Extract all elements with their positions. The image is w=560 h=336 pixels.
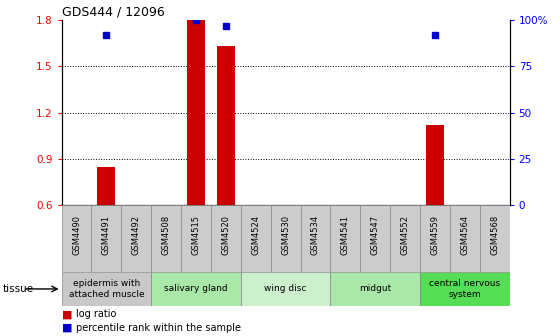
Text: log ratio: log ratio — [76, 309, 116, 319]
Text: tissue: tissue — [3, 284, 34, 294]
Bar — [480, 205, 510, 272]
Bar — [187, 20, 205, 205]
Bar — [241, 272, 330, 306]
Text: GSM4491: GSM4491 — [102, 215, 111, 255]
Bar — [241, 205, 270, 272]
Text: GSM4524: GSM4524 — [251, 215, 260, 255]
Text: wing disc: wing disc — [264, 285, 307, 293]
Bar — [151, 205, 181, 272]
Text: GSM4568: GSM4568 — [490, 215, 499, 255]
Bar — [390, 205, 420, 272]
Text: GSM4530: GSM4530 — [281, 215, 290, 255]
Text: GSM4492: GSM4492 — [132, 215, 141, 255]
Text: ■: ■ — [62, 323, 72, 333]
Bar — [211, 205, 241, 272]
Text: GSM4559: GSM4559 — [431, 215, 440, 255]
Text: GSM4534: GSM4534 — [311, 215, 320, 255]
Bar — [62, 272, 151, 306]
Text: GSM4541: GSM4541 — [341, 215, 350, 255]
Bar — [330, 272, 420, 306]
Text: GSM4490: GSM4490 — [72, 215, 81, 255]
Bar — [360, 205, 390, 272]
Text: percentile rank within the sample: percentile rank within the sample — [76, 323, 241, 333]
Bar — [181, 205, 211, 272]
Text: GSM4564: GSM4564 — [460, 215, 469, 255]
Text: GSM4547: GSM4547 — [371, 215, 380, 255]
Bar — [97, 167, 115, 205]
Bar — [217, 46, 235, 205]
Bar — [330, 205, 360, 272]
Text: epidermis with
attached muscle: epidermis with attached muscle — [68, 279, 144, 299]
Bar — [122, 205, 151, 272]
Bar — [91, 205, 122, 272]
Bar — [420, 205, 450, 272]
Bar — [450, 205, 480, 272]
Text: salivary gland: salivary gland — [164, 285, 228, 293]
Text: GSM4508: GSM4508 — [162, 215, 171, 255]
Bar — [301, 205, 330, 272]
Bar — [62, 205, 91, 272]
Text: GDS444 / 12096: GDS444 / 12096 — [62, 6, 164, 19]
Bar — [270, 205, 301, 272]
Text: ■: ■ — [62, 309, 72, 319]
Text: GSM4520: GSM4520 — [221, 215, 230, 255]
Bar — [426, 125, 444, 205]
Text: GSM4552: GSM4552 — [400, 215, 409, 255]
Text: midgut: midgut — [359, 285, 391, 293]
Text: central nervous
system: central nervous system — [429, 279, 501, 299]
Bar — [151, 272, 241, 306]
Bar — [420, 272, 510, 306]
Text: GSM4515: GSM4515 — [192, 215, 200, 255]
